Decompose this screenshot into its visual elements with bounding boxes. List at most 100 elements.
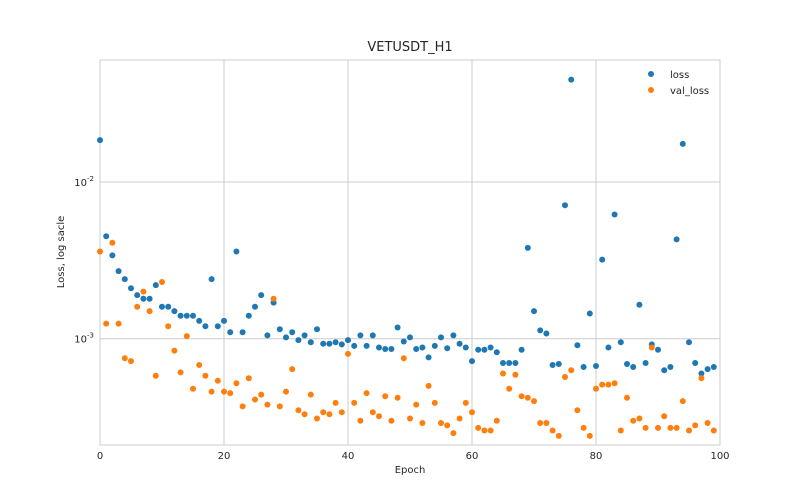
data-point xyxy=(493,349,500,356)
data-point xyxy=(642,360,649,366)
data-point xyxy=(128,358,134,365)
data-point xyxy=(512,360,519,366)
data-point xyxy=(537,327,544,334)
data-point xyxy=(413,346,420,352)
data-point xyxy=(239,403,246,410)
data-point xyxy=(456,415,463,422)
data-point xyxy=(450,332,457,339)
legend-marker xyxy=(648,71,654,77)
data-point xyxy=(605,381,612,388)
data-point xyxy=(283,334,289,341)
data-point xyxy=(462,399,469,406)
data-point xyxy=(580,364,587,370)
x-tick-label: 100 xyxy=(710,451,729,462)
data-point xyxy=(196,317,203,324)
data-point xyxy=(710,364,717,370)
data-point xyxy=(128,285,134,292)
x-axis-label: Epoch xyxy=(395,465,426,476)
data-point xyxy=(438,334,444,341)
data-point xyxy=(314,326,320,333)
data-point xyxy=(338,341,345,348)
data-point xyxy=(382,346,389,352)
data-point xyxy=(295,337,302,344)
data-point xyxy=(134,292,141,299)
data-point xyxy=(462,344,469,351)
data-point xyxy=(196,362,203,368)
data-point xyxy=(183,333,190,340)
data-point xyxy=(710,427,717,434)
data-point xyxy=(177,369,184,376)
data-point xyxy=(177,312,184,319)
data-point xyxy=(568,367,575,374)
data-point xyxy=(221,317,227,324)
data-point xyxy=(475,346,482,353)
data-point xyxy=(487,427,494,434)
data-point xyxy=(270,295,277,302)
data-point xyxy=(258,292,265,299)
data-point xyxy=(357,332,364,339)
data-point xyxy=(679,140,686,147)
data-point xyxy=(543,420,550,426)
data-point xyxy=(431,399,438,406)
x-tick-label: 60 xyxy=(466,451,479,462)
data-point xyxy=(140,288,147,295)
data-point xyxy=(109,239,116,246)
data-point xyxy=(276,326,283,333)
data-point xyxy=(332,339,339,346)
data-point xyxy=(152,282,159,289)
data-point xyxy=(673,236,680,243)
data-point xyxy=(636,415,643,422)
x-tick-label: 40 xyxy=(342,451,355,462)
data-point xyxy=(376,413,382,420)
data-point xyxy=(351,399,358,406)
data-point xyxy=(202,372,209,379)
data-point xyxy=(574,342,581,349)
data-point xyxy=(636,301,643,308)
data-point xyxy=(574,407,581,414)
data-point xyxy=(301,411,308,418)
data-point xyxy=(264,401,271,408)
data-point xyxy=(413,401,420,408)
data-point xyxy=(307,339,314,346)
data-point xyxy=(326,340,333,347)
data-point xyxy=(431,342,438,349)
data-point xyxy=(698,370,705,377)
data-point xyxy=(537,420,544,426)
data-point xyxy=(543,330,550,337)
data-point xyxy=(252,303,258,310)
data-point xyxy=(276,403,283,410)
data-point xyxy=(531,398,537,405)
data-point xyxy=(159,279,165,285)
data-point xyxy=(568,76,575,83)
data-point xyxy=(512,371,519,378)
data-point xyxy=(245,312,252,319)
data-point xyxy=(555,432,562,439)
data-point xyxy=(165,323,172,330)
data-point xyxy=(555,361,562,367)
data-point xyxy=(586,432,593,439)
data-point xyxy=(283,388,289,395)
data-point xyxy=(233,248,240,255)
x-tick-label: 80 xyxy=(590,451,603,462)
data-point xyxy=(469,409,475,416)
data-point xyxy=(686,339,692,346)
data-point xyxy=(599,381,606,388)
data-point xyxy=(171,308,178,315)
data-point xyxy=(208,276,215,283)
data-point xyxy=(97,137,103,144)
data-point xyxy=(500,360,506,366)
data-point xyxy=(165,303,172,310)
data-point xyxy=(425,382,432,389)
data-point xyxy=(332,399,339,406)
data-point xyxy=(258,391,265,398)
data-point xyxy=(239,329,246,336)
data-point xyxy=(593,363,599,369)
data-point xyxy=(214,323,221,330)
data-point xyxy=(301,332,308,339)
data-point xyxy=(183,312,190,319)
y-axis-label: Loss, log sacle xyxy=(56,216,67,288)
data-point xyxy=(121,276,128,283)
data-point xyxy=(661,413,668,420)
data-point xyxy=(264,332,271,339)
data-point xyxy=(580,424,587,431)
